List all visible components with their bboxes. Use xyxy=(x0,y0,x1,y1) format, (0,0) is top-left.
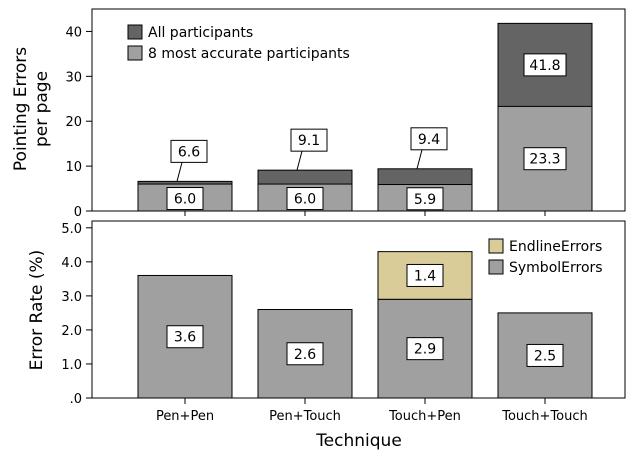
bottom-label-symbol-touch-touch: 2.5 xyxy=(534,348,556,364)
top-label-all-pen-pen: 6.6 xyxy=(178,144,200,160)
bottom-legend-label-endline: EndlineErrors xyxy=(509,239,602,255)
top-y-axis-title-line2: per page xyxy=(32,71,52,147)
top-label-accurate-pen-touch-box xyxy=(286,187,324,211)
top-label-all-pen-touch: 9.1 xyxy=(298,133,320,149)
top-label-accurate-touch-touch: 23.3 xyxy=(529,152,560,168)
bottom-y-tick-label: 1.0 xyxy=(61,358,82,373)
bottom-legend-swatch-symbol xyxy=(488,259,504,275)
top-label-all-touch-pen-box xyxy=(410,127,448,151)
bottom-label-symbol-touch-pen-box xyxy=(406,337,444,361)
top-label-accurate-pen-touch: 6.0 xyxy=(294,192,316,208)
top-label-all-pen-pen-box xyxy=(170,139,208,163)
bottom-y-tick-label: 5.0 xyxy=(61,222,82,237)
top-data-labels: 6.0 6.6 6.0 9.1 5.9 9.4 23.3 41.8 xyxy=(166,53,567,211)
bottom-legend-label-symbol: SymbolErrors xyxy=(509,260,603,276)
bottom-legend: EndlineErrors SymbolErrors xyxy=(488,238,603,276)
bottom-label-endline-touch-pen-box xyxy=(406,263,444,287)
top-y-tick-label: 20 xyxy=(65,115,82,130)
top-y-tick-label: 30 xyxy=(65,70,82,85)
bottom-y-ticks: .0 1.0 2.0 3.0 4.0 5.0 xyxy=(61,222,92,407)
x-tick-label-pen-pen: Pen+Pen xyxy=(156,409,214,424)
top-y-tick-label: 10 xyxy=(65,160,82,175)
top-label-all-pen-touch-box xyxy=(290,128,328,152)
bottom-label-symbol-pen-pen-box xyxy=(166,325,204,349)
bottom-label-endline-touch-pen: 1.4 xyxy=(414,268,436,284)
top-label-accurate-touch-pen: 5.9 xyxy=(414,192,436,208)
top-label-all-touch-pen: 9.4 xyxy=(418,132,440,148)
top-label-accurate-pen-pen-box xyxy=(166,187,204,211)
top-leader-line xyxy=(176,162,183,182)
top-y-ticks: 0 10 20 30 40 xyxy=(65,25,92,220)
bottom-legend-swatch-endline xyxy=(488,238,504,254)
top-y-tick-label: 40 xyxy=(65,25,82,40)
bottom-label-symbol-touch-pen: 2.9 xyxy=(414,342,436,358)
top-leader-line xyxy=(296,151,303,171)
bottom-y-tick-label: 3.0 xyxy=(61,290,82,305)
bottom-data-labels: 3.6 2.6 2.9 1.4 2.5 xyxy=(166,263,564,367)
bottom-y-axis-title: Error Rate (%) xyxy=(27,250,47,371)
x-tick-label-touch-pen: Touch+Pen xyxy=(388,409,461,424)
x-tick-label-touch-touch: Touch+Touch xyxy=(501,409,588,424)
top-label-accurate-pen-pen: 6.0 xyxy=(174,192,196,208)
bottom-label-symbol-pen-touch-box xyxy=(286,342,324,366)
bottom-y-tick-label: 4.0 xyxy=(61,256,82,271)
bottom-y-tick-label: .0 xyxy=(70,392,82,407)
top-label-accurate-touch-touch-box xyxy=(523,147,567,171)
top-legend-swatch-accurate xyxy=(127,45,143,61)
top-legend: All participants 8 most accurate partici… xyxy=(127,24,350,62)
top-legend-label-accurate: 8 most accurate participants xyxy=(148,46,350,62)
top-y-axis-title-line1: Pointing Errors xyxy=(11,47,31,171)
top-label-accurate-touch-pen-box xyxy=(406,187,444,211)
x-tick-label-pen-touch: Pen+Touch xyxy=(269,409,341,424)
bottom-panel: Error Rate (%) .0 1.0 2.0 3.0 4.0 5.0 3.6 2.6 2… xyxy=(27,220,626,451)
bottom-y-tick-label: 2.0 xyxy=(61,324,82,339)
top-label-all-touch-touch: 41.8 xyxy=(529,58,560,74)
bottom-label-symbol-pen-pen: 3.6 xyxy=(174,330,196,346)
bottom-label-symbol-touch-touch-box xyxy=(526,343,564,367)
top-legend-label-all: All participants xyxy=(148,25,253,41)
top-y-tick-label: 0 xyxy=(74,205,82,220)
top-label-all-touch-touch-box xyxy=(523,53,567,77)
top-leader-line xyxy=(416,149,423,169)
top-legend-swatch-all xyxy=(127,24,143,40)
x-tick-labels: Pen+Pen Pen+Touch Touch+Pen Touch+Touch xyxy=(156,398,588,424)
x-axis-title: Technique xyxy=(315,431,402,451)
bottom-label-symbol-pen-touch: 2.6 xyxy=(294,347,316,363)
